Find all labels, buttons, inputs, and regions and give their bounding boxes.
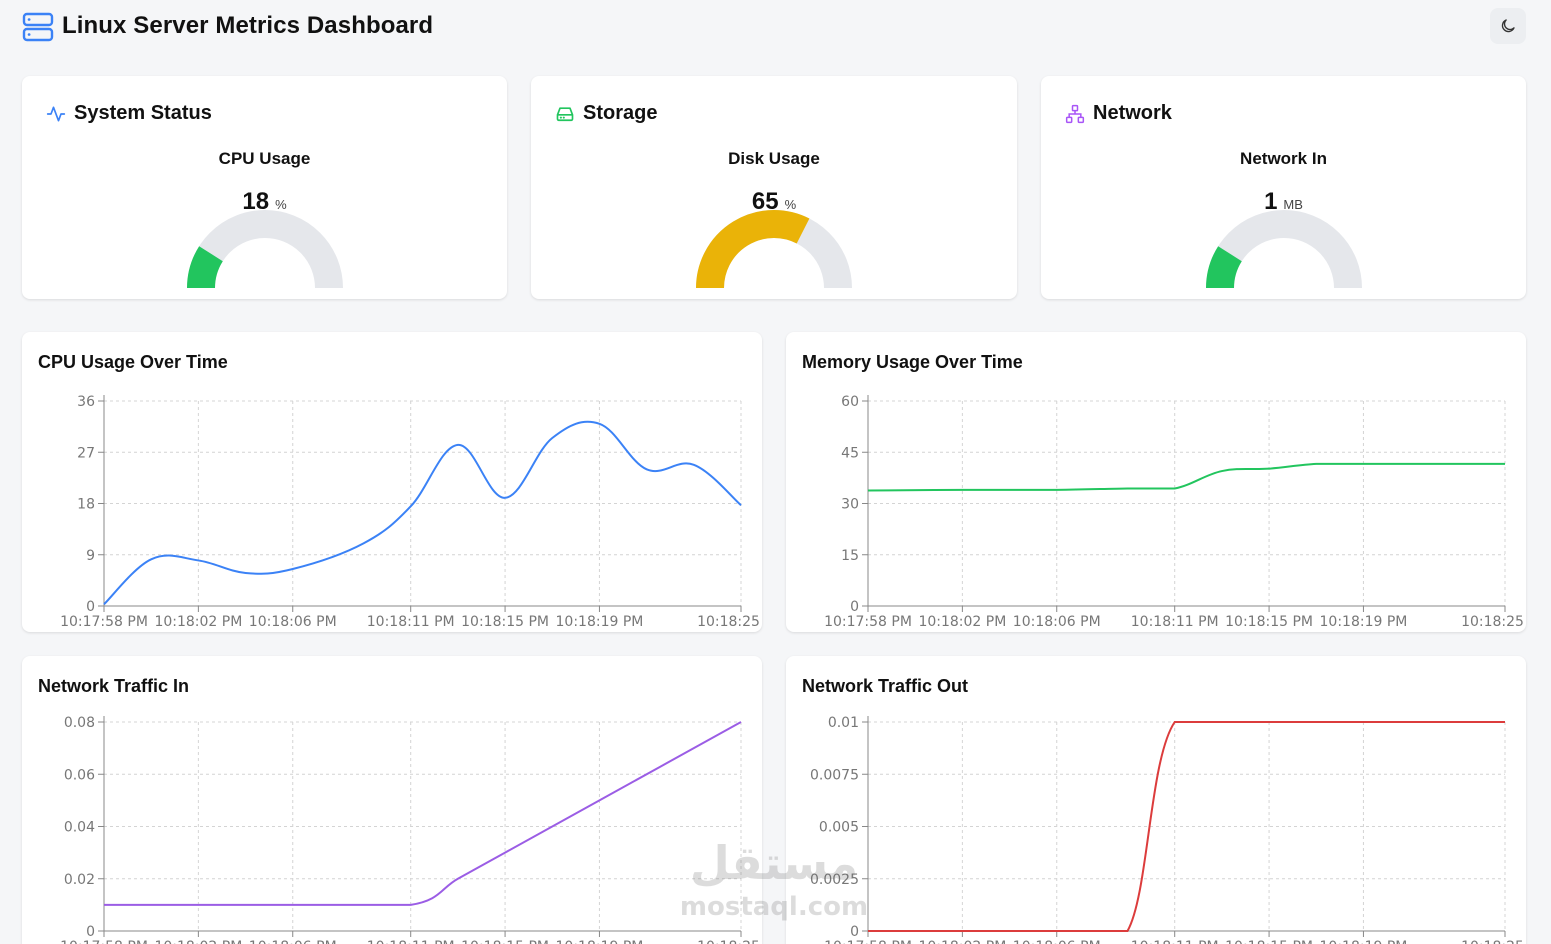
gauge-fill: [696, 210, 810, 288]
metric-label: Disk Usage: [728, 149, 820, 168]
x-tick-label: 10:18:15 PM: [461, 614, 549, 630]
x-tick-label: 10:18:19 PM: [1320, 614, 1408, 630]
x-tick-label: 10:18:06 PM: [249, 614, 337, 630]
metric-label: CPU Usage: [218, 149, 311, 168]
server-icon: [22, 12, 54, 42]
storage-card: Storage Disk Usage 65%: [531, 76, 1017, 299]
gauge-fill: [1205, 246, 1242, 288]
chart-title: Network Traffic In: [38, 676, 190, 696]
network-traffic-out-chart: Network Traffic Out 0 0.0025 0.005 0.0075 0.…: [786, 656, 1526, 944]
y-tick-label: 0.0075: [810, 767, 859, 783]
gauge-value: 18: [242, 188, 270, 215]
series-line: [867, 462, 1505, 492]
network-traffic-in-chart: Network Traffic In 0 0.02 0.04 0.06 0.08 10:1…: [22, 656, 762, 944]
chart-plot: 0 15 30 45 60 10:17:58 PM 10:18:02 PM 10:18:06 …: [824, 394, 1526, 630]
x-tick-label: 10:18:02 PM: [154, 614, 242, 630]
activity-icon: [46, 106, 66, 121]
chart-title: Network Traffic Out: [802, 676, 969, 696]
y-tick-label: 0: [86, 924, 95, 940]
y-tick-label: 0: [850, 599, 859, 615]
y-tick-label: 0.0025: [810, 872, 859, 888]
card-title: System Status: [74, 102, 212, 124]
chart-title: CPU Usage Over Time: [38, 352, 228, 372]
x-tick-label: 10:18:11 PM: [367, 614, 455, 630]
y-tick-label: 30: [841, 497, 859, 513]
x-tick-label: 10:18:11 PM: [1131, 614, 1219, 630]
x-tick-label: 10:18:06 PM: [1013, 939, 1101, 944]
y-tick-label: 0.01: [828, 715, 859, 731]
y-tick-label: 18: [77, 497, 95, 513]
x-tick-label: 10:18:15 PM: [1225, 614, 1313, 630]
y-tick-label: 27: [77, 445, 95, 461]
y-tick-label: 15: [841, 548, 859, 564]
hard-drive-icon: [556, 106, 574, 121]
y-tick-label: 0: [850, 924, 859, 940]
disk-gauge: 65%: [684, 188, 864, 288]
gauge-track: [1205, 210, 1362, 288]
y-tick-label: 45: [841, 445, 859, 461]
x-tick-label: 10:18:06 PM: [1013, 614, 1101, 630]
x-tick-label: 10:17:58 PM: [824, 614, 912, 630]
x-tick-label: 10:18:15 PM: [1225, 939, 1313, 944]
x-tick-label: 10:18:25 PM: [1461, 614, 1526, 630]
app-header: Linux Server Metrics Dashboard: [0, 0, 1551, 56]
network-card: Network Network In 1 MB: [1041, 76, 1526, 299]
x-tick-label: 10:18:25 PM: [697, 939, 762, 944]
x-tick-label: 10:18:11 PM: [367, 939, 455, 944]
y-tick-label: 60: [841, 394, 859, 410]
card-title: Storage: [583, 102, 658, 124]
y-tick-label: 0.04: [64, 820, 95, 836]
gauge-fill: [186, 246, 223, 288]
gauge-track: [186, 210, 343, 288]
y-tick-label: 0: [86, 599, 95, 615]
y-tick-label: 0.08: [64, 715, 95, 731]
x-tick-label: 10:17:58 PM: [60, 939, 148, 944]
x-tick-label: 10:18:19 PM: [556, 939, 644, 944]
chart-plot: 0 0.02 0.04 0.06 0.08 10:17:58 PM 10:18:02 PM 1…: [60, 715, 762, 944]
metric-label: Network In: [1240, 149, 1327, 168]
x-tick-label: 10:18:02 PM: [918, 939, 1006, 944]
chart-plot: 0 0.0025 0.005 0.0075 0.01 10:17:58 PM 10:18:0…: [810, 715, 1526, 944]
theme-toggle-button[interactable]: [1490, 8, 1526, 44]
x-tick-label: 10:18:19 PM: [556, 614, 644, 630]
x-tick-label: 10:17:58 PM: [824, 939, 912, 944]
x-tick-label: 10:18:15 PM: [461, 939, 549, 944]
gauge-unit: %: [784, 197, 797, 212]
cpu-gauge: 18%: [175, 188, 355, 288]
y-tick-label: 0.02: [64, 872, 95, 888]
x-tick-label: 10:18:19 PM: [1320, 939, 1408, 944]
x-tick-label: 10:18:02 PM: [154, 939, 242, 944]
x-tick-label: 10:18:11 PM: [1131, 939, 1219, 944]
card-title: Network: [1093, 102, 1172, 124]
series-line: [868, 721, 1505, 932]
series-line: [103, 420, 742, 606]
gauge-value: 65: [751, 188, 779, 215]
page-title: Linux Server Metrics Dashboard: [62, 12, 434, 39]
moon-icon: [1501, 19, 1515, 33]
x-tick-label: 10:18:25 PM: [697, 614, 762, 630]
network-gauge: 1 MB: [1194, 188, 1374, 288]
y-tick-label: 0.005: [819, 820, 859, 836]
network-icon: [1065, 104, 1085, 123]
x-tick-label: 10:18:02 PM: [918, 614, 1006, 630]
memory-usage-chart: Memory Usage Over Time 0 15 30 45 60 10:17:58…: [786, 332, 1526, 632]
cpu-usage-chart: CPU Usage Over Time 0 9 18 27 36 10:17:58 PM 1…: [22, 332, 762, 632]
y-tick-label: 0.06: [64, 767, 95, 783]
x-tick-label: 10:18:06 PM: [249, 939, 337, 944]
y-tick-label: 36: [77, 394, 95, 410]
system-status-card: System Status CPU Usage 18%: [22, 76, 507, 299]
gauge-unit: MB: [1283, 197, 1303, 212]
x-tick-label: 10:17:58 PM: [60, 614, 148, 630]
x-tick-label: 10:18:25 PM: [1461, 939, 1526, 944]
chart-plot: 0 9 18 27 36 10:17:58 PM 10:18:02 PM 10:18:06 P…: [60, 394, 762, 630]
series-line: [104, 721, 742, 906]
y-tick-label: 9: [86, 548, 95, 564]
gauge-value: 1: [1264, 188, 1278, 215]
chart-title: Memory Usage Over Time: [802, 352, 1023, 372]
gauge-unit: %: [275, 197, 287, 212]
